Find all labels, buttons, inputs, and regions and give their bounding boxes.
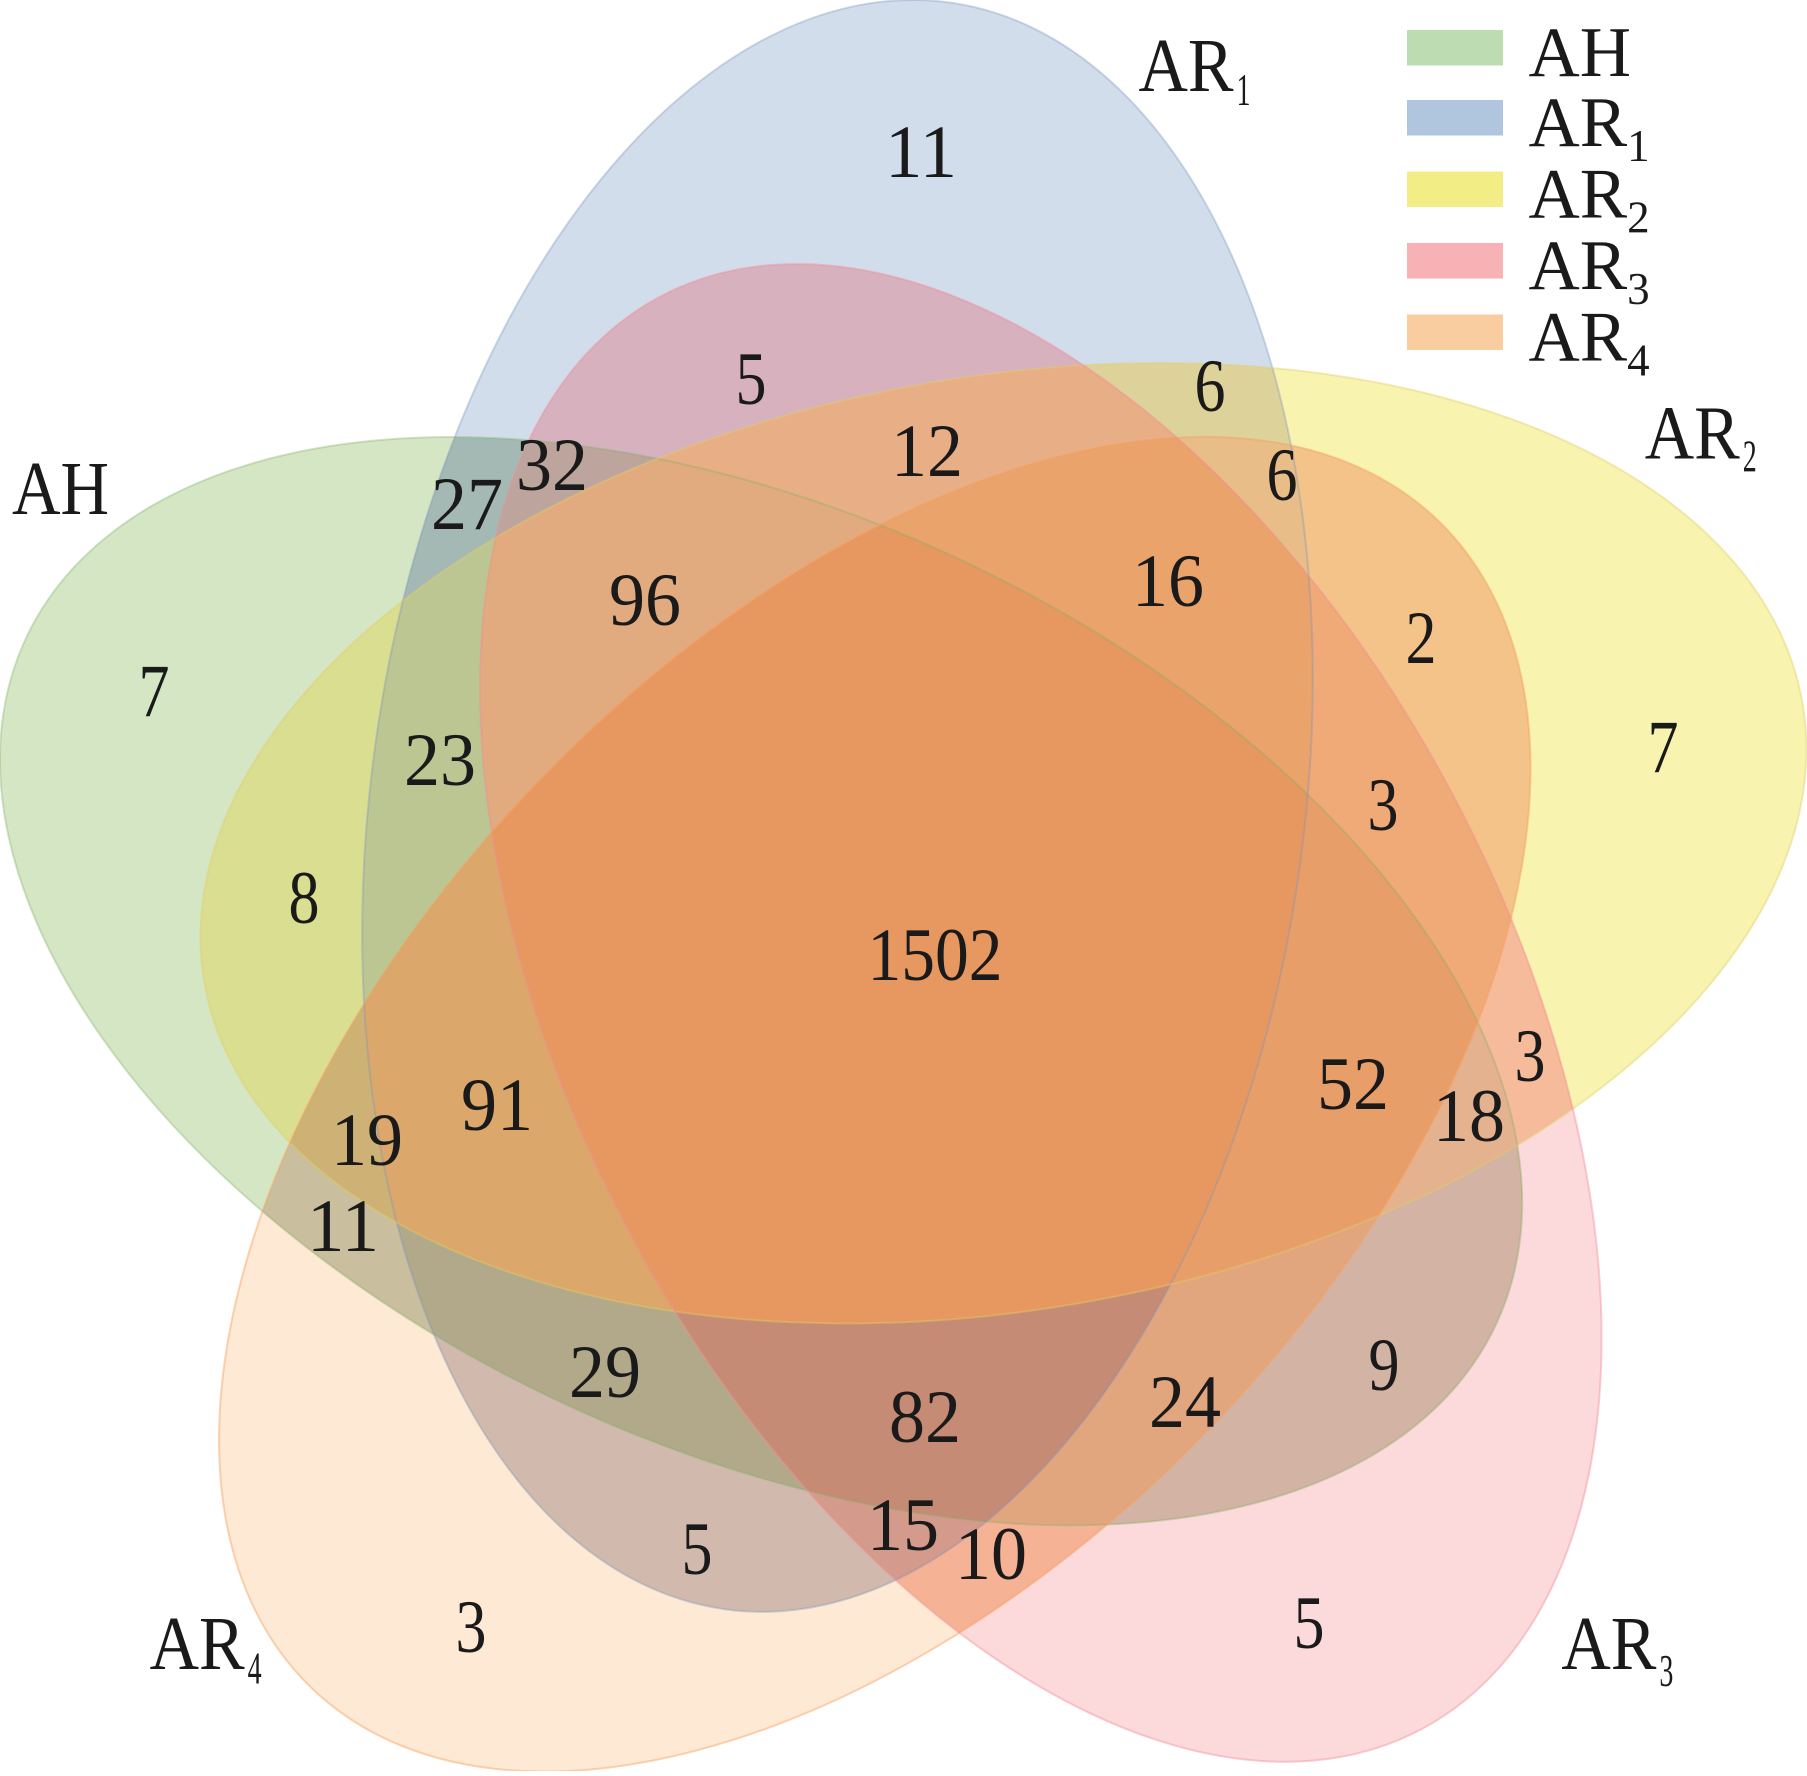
svg-text:5: 5 [682,1508,713,1591]
svg-text:6: 6 [1195,345,1226,428]
svg-text:3: 3 [456,1586,487,1669]
svg-text:AR4: AR4 [150,1602,262,1694]
svg-text:3: 3 [1515,1015,1546,1098]
svg-text:16: 16 [1132,540,1204,623]
svg-text:19: 19 [331,1099,403,1182]
svg-text:5: 5 [736,338,767,421]
svg-text:24: 24 [1149,1361,1221,1444]
svg-text:6: 6 [1267,434,1298,517]
svg-text:27: 27 [431,463,503,546]
svg-text:AH: AH [1529,14,1632,92]
svg-text:AR2: AR2 [1645,392,1757,482]
svg-text:15: 15 [867,1484,939,1567]
svg-text:3: 3 [1368,764,1399,847]
svg-text:23: 23 [404,719,476,802]
svg-text:2: 2 [1406,597,1437,680]
svg-text:12: 12 [891,410,963,493]
svg-text:52: 52 [1317,1043,1389,1126]
svg-text:5: 5 [1294,1582,1325,1665]
svg-text:96: 96 [609,559,681,642]
svg-text:AR3: AR3 [1561,1602,1673,1696]
svg-text:18: 18 [1433,1075,1505,1158]
svg-text:82: 82 [889,1376,961,1459]
svg-text:11: 11 [307,1185,379,1268]
svg-text:32: 32 [516,424,588,507]
svg-text:AH: AH [12,447,109,531]
svg-text:AR1: AR1 [1139,24,1251,115]
svg-text:7: 7 [139,650,170,733]
svg-text:8: 8 [289,857,320,940]
svg-text:91: 91 [461,1064,533,1147]
svg-text:9: 9 [1369,1324,1400,1407]
svg-text:1502: 1502 [868,914,1003,997]
svg-text:29: 29 [569,1331,641,1414]
svg-text:10: 10 [955,1513,1027,1596]
svg-text:7: 7 [1648,706,1679,789]
svg-text:11: 11 [885,111,957,194]
